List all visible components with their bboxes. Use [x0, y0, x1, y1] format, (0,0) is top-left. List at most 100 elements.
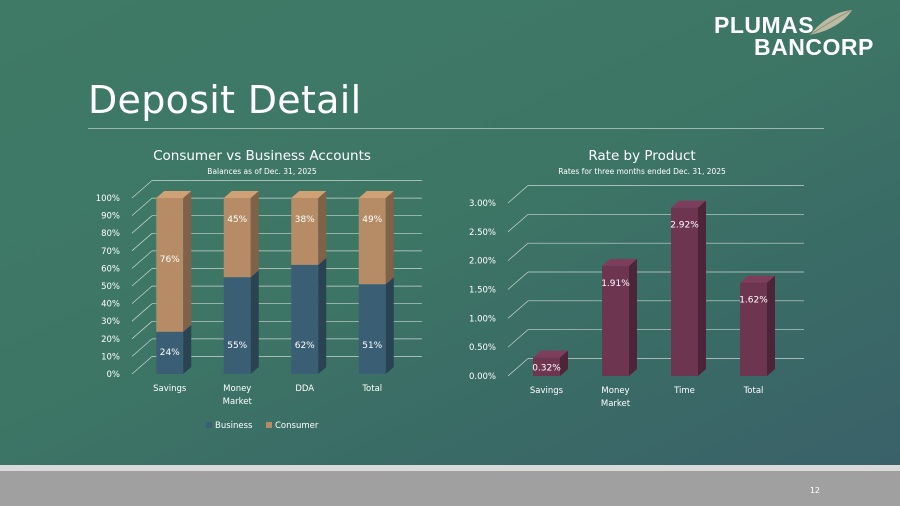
chart2-bar-rate-top: [533, 350, 568, 358]
chart1-ytick-label: 20%: [101, 335, 120, 345]
chart1-grid-diag: [131, 180, 153, 199]
chart1-bar-consumer-top: [358, 191, 394, 198]
chart2-data-label: 1.91%: [601, 279, 630, 289]
chart2-subtitle: Rates for three months ended Dec. 31, 20…: [558, 167, 726, 176]
chart2-grid-diag: [507, 271, 529, 290]
chart1-grid-diag: [131, 303, 153, 322]
chart1-ytick-label: 30%: [101, 317, 120, 327]
chart2-bar-rate: [671, 207, 698, 376]
chart2-ytick-label: 0.00%: [469, 372, 496, 382]
chart2-ytick-label: 0.50%: [469, 343, 496, 353]
chart1-data-label: 49%: [362, 215, 382, 225]
chart2-category-label: Market: [601, 399, 631, 409]
chart2-bar-rate-top: [740, 275, 775, 283]
chart2-data-label: 1.62%: [739, 296, 768, 306]
chart1-legend-swatch-consumer: [266, 422, 272, 428]
chart2-bar-rate-top: [671, 200, 706, 208]
chart2-bar-rate-top: [602, 258, 637, 266]
chart1-bar-consumer-side: [183, 191, 192, 332]
chart1-ytick-label: 100%: [96, 194, 120, 204]
chart1-ytick-label: 50%: [101, 282, 120, 292]
chart1-data-label: 62%: [295, 341, 315, 351]
chart2-bar-rate: [533, 357, 560, 376]
chart1-data-label: 38%: [295, 215, 315, 225]
chart2-ytick-label: 1.50%: [469, 286, 496, 296]
chart1-bar-consumer-side: [250, 191, 259, 278]
chart2-ytick-label: 1.00%: [469, 314, 496, 324]
chart1-bar-business-side: [318, 257, 327, 374]
chart1-bar-business: [291, 264, 319, 374]
chart1-category-label: Total: [361, 384, 382, 394]
chart2-category-label: Money: [601, 386, 629, 396]
chart2-data-label: 0.32%: [532, 364, 561, 374]
chart2-bar-rate-side: [629, 258, 637, 376]
chart1-bar-consumer-top: [223, 191, 259, 198]
chart1-grid-diag: [131, 268, 153, 287]
chart1-bar-business-side: [250, 270, 259, 374]
chart1-ytick-label: 0%: [107, 370, 121, 380]
chart1-grid-diag: [131, 197, 153, 216]
chart1-ytick-label: 60%: [101, 264, 120, 274]
chart1-data-label: 55%: [227, 341, 247, 351]
chart1-grid-diag: [131, 321, 153, 340]
footer-stripe: [0, 465, 900, 471]
chart2-bar-rate: [740, 282, 767, 376]
logo-text-bancorp: BANCORP: [754, 34, 874, 60]
chart1-grid-diag: [131, 338, 153, 357]
chart2-grid-diag: [507, 185, 529, 204]
chart2-grid-diag: [507, 329, 529, 348]
chart1-data-label: 76%: [160, 255, 180, 265]
chart2-grid-diag: [507, 242, 529, 261]
chart1-bar-consumer-top: [291, 191, 327, 198]
chart1-title: Consumer vs Business Accounts: [153, 148, 371, 164]
chart1-category-label: DDA: [295, 384, 314, 394]
leaf-icon: [809, 10, 852, 36]
chart1-ytick-label: 70%: [101, 247, 120, 257]
chart1-bar-business-side: [183, 324, 192, 374]
chart1-bar-business: [156, 331, 184, 374]
chart1-category-label: Savings: [153, 384, 187, 394]
chart1-subtitle: Balances as of Dec. 31, 2025: [207, 167, 317, 176]
chart1-bar-consumer-side: [385, 191, 394, 285]
chart2-grid-diag: [507, 214, 529, 233]
chart2-bar-rate: [602, 265, 629, 376]
chart2-ytick-label: 2.00%: [469, 257, 496, 267]
chart1-bar-consumer: [291, 198, 319, 265]
page-number: 12: [809, 486, 820, 495]
chart1-data-label: 51%: [362, 341, 382, 351]
chart1-category-label: Market: [223, 397, 253, 407]
chart1-data-label: 45%: [227, 215, 247, 225]
chart1-legend-swatch-business: [206, 422, 212, 428]
chart2-category-label: Savings: [530, 386, 564, 396]
chart2-data-label: 2.92%: [670, 221, 699, 231]
chart2-ytick-label: 2.50%: [469, 228, 496, 238]
chart1-bar-consumer: [223, 198, 251, 278]
chart2-grid-diag: [507, 300, 529, 319]
chart1-legend-label-business: Business: [215, 421, 253, 431]
chart2-bar-rate-side: [698, 200, 706, 376]
chart1-bar-consumer: [156, 198, 184, 332]
chart1-bar-business: [358, 284, 386, 374]
chart1-ytick-label: 90%: [101, 212, 120, 222]
chart1-ytick-label: 80%: [101, 229, 120, 239]
chart1-bar-business: [223, 277, 251, 374]
chart2-category-label: Total: [743, 386, 764, 396]
chart1-ytick-label: 40%: [101, 300, 120, 310]
chart1-grid-diag: [131, 285, 153, 304]
chart2-bar-rate-side: [767, 275, 775, 376]
logo: PLUMAS BANCORP: [706, 8, 886, 60]
chart1-bar-consumer: [358, 198, 386, 285]
logo-text-plumas: PLUMAS: [714, 12, 815, 38]
chart1-bar-business-side: [385, 277, 394, 374]
chart2-grid-diag: [507, 358, 529, 377]
chart1-category-label: Money: [223, 384, 251, 394]
chart1-bar-consumer-top: [156, 191, 192, 198]
title-divider: [88, 128, 824, 129]
chart1-legend-label-consumer: Consumer: [275, 421, 319, 431]
chart1-ytick-label: 10%: [101, 352, 120, 362]
footer-bar: [0, 471, 900, 506]
chart2-ytick-label: 3.00%: [469, 199, 496, 209]
charts-area: Consumer vs Business Accounts Balances as…: [96, 148, 804, 431]
chart2-bar-rate-side: [560, 350, 568, 376]
chart1-grid-diag: [131, 233, 153, 252]
